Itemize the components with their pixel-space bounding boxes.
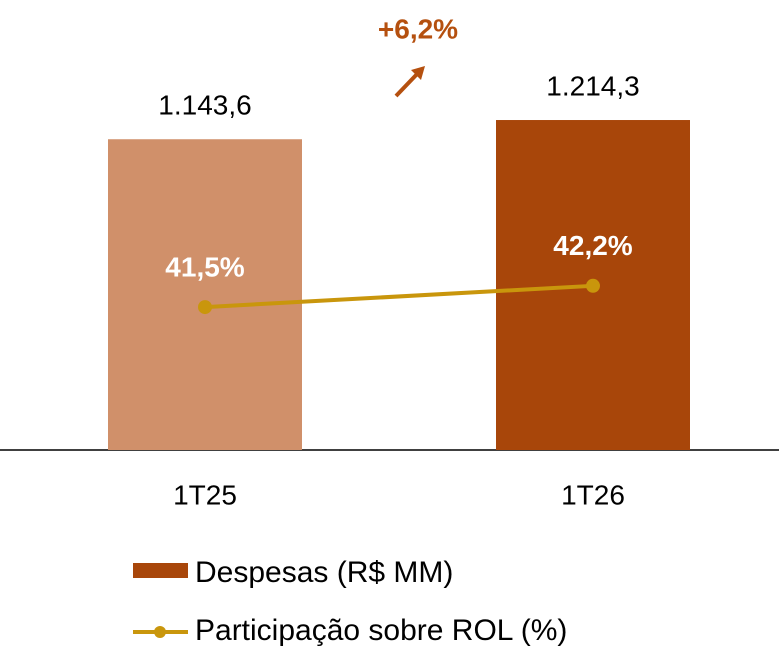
arrow (394, 66, 425, 98)
legend-swatch (133, 563, 188, 578)
line-value-label: 41,5% (165, 251, 244, 282)
bar-value-label: 1.143,6 (158, 90, 251, 121)
x-tick-label: 1T26 (561, 479, 625, 510)
annotation: +6,2% (378, 13, 458, 44)
line (204, 283, 594, 310)
line-point (586, 278, 600, 293)
legend-label: Despesas (R$ MM) (195, 556, 453, 589)
line-value-label: 42,2% (553, 230, 632, 261)
x-tick-label: 1T25 (173, 479, 237, 510)
bar (108, 139, 302, 450)
legend-label: Participação sobre ROL (%) (195, 614, 567, 647)
bar-value-label: 1.214,3 (546, 70, 639, 101)
line-point (198, 300, 212, 315)
legend-marker (154, 626, 166, 638)
